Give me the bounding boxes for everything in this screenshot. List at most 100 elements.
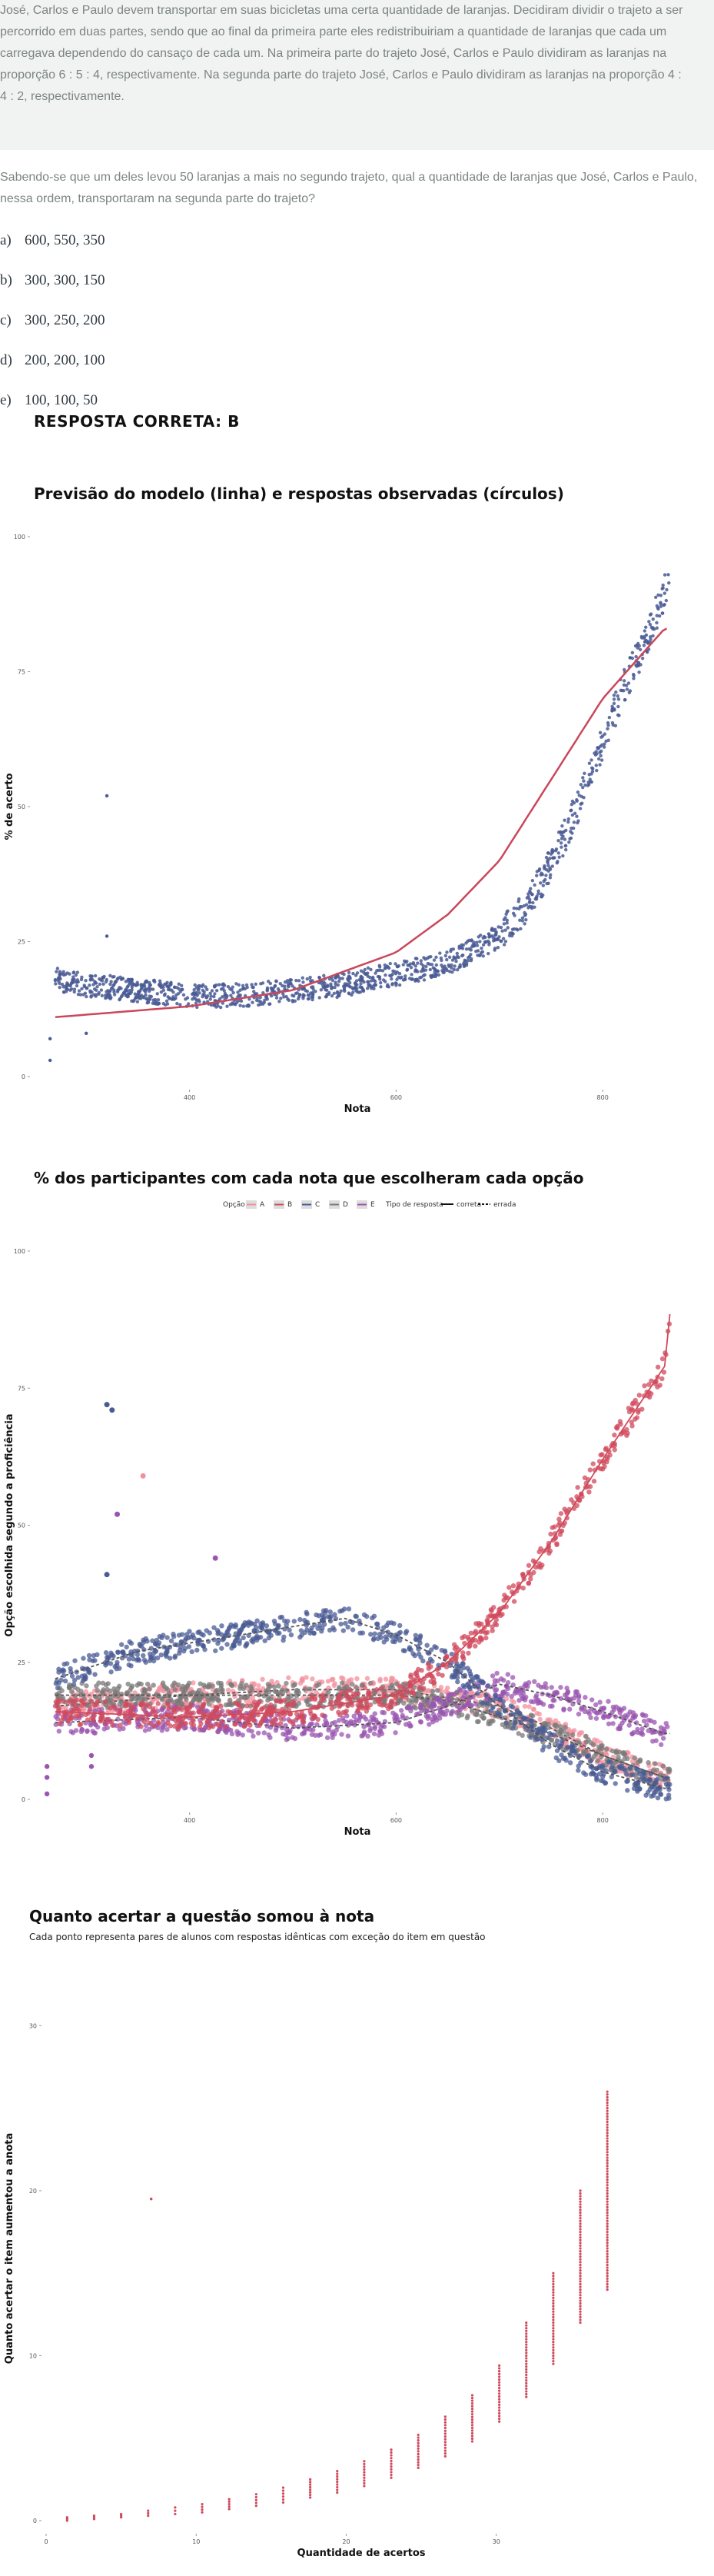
observed-point	[464, 947, 469, 951]
observed-point	[397, 983, 402, 987]
observed-point	[179, 983, 184, 987]
observed-point	[198, 991, 201, 995]
observed-point	[358, 990, 363, 994]
observed-point	[343, 983, 347, 988]
pair-point	[525, 2335, 528, 2338]
option-B-point	[76, 1707, 82, 1713]
pair-point	[579, 2277, 582, 2280]
option-C-point	[658, 1792, 664, 1797]
option-E-point	[561, 1707, 566, 1712]
observed-point	[581, 776, 585, 780]
observed-point	[544, 855, 549, 860]
observed-point	[184, 997, 188, 1001]
observed-point	[582, 779, 586, 783]
legend-option-label: B	[287, 1201, 292, 1209]
option-C-point	[164, 1635, 170, 1640]
option-B-point	[77, 1722, 83, 1728]
option-D-point	[284, 1680, 289, 1686]
option-C-point	[627, 1765, 633, 1771]
observed-point	[58, 977, 62, 981]
observed-point	[58, 970, 62, 973]
observed-point	[472, 940, 476, 944]
observed-point	[295, 991, 299, 995]
option-E-point	[505, 1672, 511, 1677]
option-D-point	[302, 1686, 308, 1692]
pair-point	[336, 2480, 339, 2484]
observed-point	[383, 966, 387, 970]
pair-point	[606, 2277, 609, 2280]
option-E-point	[543, 1681, 548, 1686]
option-C-point	[233, 1631, 238, 1636]
observed-point	[413, 978, 417, 982]
pair-point	[606, 2134, 609, 2137]
observed-point	[590, 770, 595, 774]
option-C-point	[332, 1612, 337, 1617]
option-C-point	[540, 1747, 546, 1753]
observed-point	[533, 883, 536, 887]
observed-point	[374, 983, 377, 987]
observed-point	[225, 1004, 229, 1008]
observed-point	[655, 604, 659, 608]
option-E-point	[473, 1702, 479, 1707]
option-C-point	[554, 1738, 560, 1744]
observed-point	[656, 593, 660, 597]
chart2-y-tick-label: 0	[22, 1796, 25, 1803]
option-C-point	[586, 1752, 592, 1758]
option-C-point	[112, 1663, 118, 1669]
option-C-point	[345, 1624, 350, 1630]
observed-point	[553, 856, 556, 860]
alternative-e[interactable]: e) 100, 100, 50	[0, 392, 98, 409]
alternative-a[interactable]: a) 600, 550, 350	[0, 232, 105, 249]
observed-point	[239, 999, 244, 1003]
pair-point	[552, 2313, 555, 2316]
option-E-point	[600, 1714, 606, 1719]
observed-point	[403, 959, 407, 963]
option-C-point	[402, 1648, 407, 1654]
observed-point	[72, 977, 76, 981]
observed-point	[212, 994, 216, 999]
observed-point	[378, 968, 383, 973]
observed-point	[369, 967, 373, 972]
option-D-point	[595, 1758, 600, 1763]
option-E-point	[558, 1685, 563, 1690]
outlier-point	[88, 1764, 95, 1769]
observed-point	[419, 959, 423, 963]
option-B-point	[603, 1446, 609, 1451]
option-C-point	[432, 1644, 437, 1649]
option-C-point	[381, 1625, 387, 1630]
option-B-point	[612, 1447, 617, 1453]
observed-point	[79, 977, 84, 982]
option-E-point	[267, 1735, 273, 1740]
observed-point	[445, 950, 449, 954]
pair-point	[443, 2446, 447, 2449]
chart1-title: Previsão do modelo (linha) e respostas o…	[34, 484, 564, 503]
observed-point	[542, 879, 546, 884]
observed-point	[614, 690, 618, 694]
alternative-c[interactable]: c) 300, 250, 200	[0, 312, 105, 329]
option-C-point	[343, 1620, 348, 1626]
option-A-point	[377, 1676, 383, 1682]
pair-point	[606, 2203, 609, 2206]
option-B-point	[374, 1687, 380, 1692]
option-E-point	[105, 1725, 111, 1731]
option-B-point	[307, 1709, 313, 1714]
pair-point	[579, 2214, 582, 2217]
pair-point	[552, 2275, 555, 2278]
pair-point	[606, 2238, 609, 2242]
pair-point	[417, 2438, 420, 2442]
alternative-d[interactable]: d) 200, 200, 100	[0, 352, 105, 369]
option-C-point	[663, 1796, 669, 1802]
option-C-point	[121, 1649, 126, 1655]
alternative-b[interactable]: b) 300, 300, 150	[0, 272, 105, 289]
pair-point	[606, 2178, 609, 2182]
observed-point	[93, 973, 98, 978]
observed-point	[529, 887, 533, 890]
observed-point	[173, 985, 177, 990]
pair-point	[606, 2189, 609, 2192]
option-E-point	[661, 1726, 666, 1732]
observed-point	[496, 925, 500, 929]
chart1-x-tick-label: 600	[390, 1094, 402, 1101]
pair-point	[417, 2450, 420, 2453]
observed-point	[347, 977, 350, 982]
option-B-point	[295, 1715, 301, 1721]
